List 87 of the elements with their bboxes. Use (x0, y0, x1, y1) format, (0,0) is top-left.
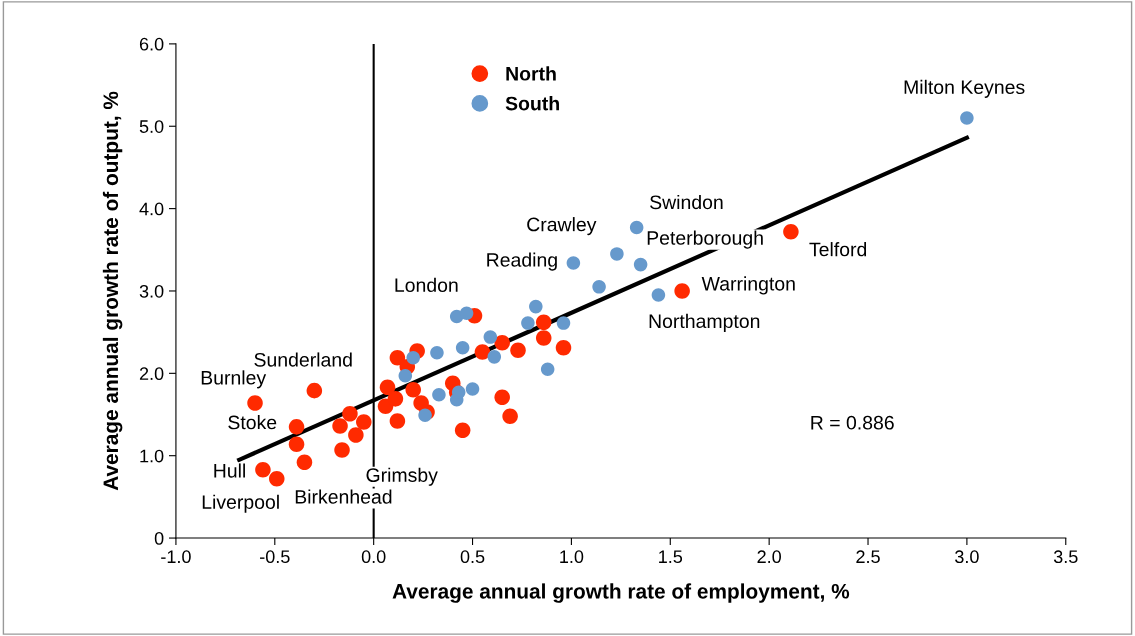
point (474, 344, 491, 360)
point (459, 306, 474, 320)
y-axis-title: Average annual growth rate of output, % (102, 91, 123, 491)
point (379, 379, 396, 396)
y-tick-label: 4.0 (139, 202, 164, 216)
point (487, 350, 502, 364)
point (398, 369, 413, 383)
point (430, 345, 444, 360)
x-tick-label: -1.0 (161, 550, 191, 564)
y-tick-label: 1.0 (140, 449, 164, 463)
annotation: Northampton (649, 313, 760, 332)
y-tick-label: 2.0 (139, 367, 164, 381)
point (540, 362, 555, 376)
annotation: Birkenhead (295, 489, 392, 504)
annotation: Telford (809, 242, 867, 257)
point (288, 419, 305, 435)
point (288, 436, 305, 452)
point (502, 408, 518, 424)
point (592, 280, 606, 294)
point (535, 330, 552, 346)
point (465, 382, 480, 396)
annotation: Warrington (701, 276, 795, 295)
annotation: London (395, 277, 458, 293)
point (783, 223, 799, 240)
x-tick-label: -0.5 (260, 550, 290, 564)
point (296, 454, 313, 471)
point (247, 395, 263, 411)
x-tick-label: 0.0 (361, 550, 386, 564)
x-tick-label: 3.0 (955, 550, 979, 564)
x-axis-title: Average annual growth rate of employment, % (392, 583, 850, 603)
point (356, 414, 372, 430)
x-tick-label: 1.5 (659, 550, 683, 564)
point (566, 256, 581, 270)
point (521, 316, 535, 330)
annotation: Grimsby (366, 467, 438, 486)
point (405, 382, 421, 398)
legend-label: South (505, 96, 559, 111)
point (387, 391, 404, 407)
y-tick-label: 6.0 (139, 37, 164, 51)
annotation: Crawley (527, 217, 597, 236)
point (332, 418, 348, 434)
annotation: Burnley (201, 370, 267, 389)
annotation: Sunderland (254, 352, 352, 367)
annotation: Liverpool (202, 494, 279, 513)
point (406, 350, 420, 365)
y-tick-label: 0 (154, 531, 164, 545)
point (269, 470, 285, 487)
point (510, 342, 526, 359)
y-tick-label: 3.0 (139, 284, 164, 298)
point (348, 427, 364, 443)
x-tick-label: 3.5 (1053, 550, 1078, 564)
point (535, 314, 552, 331)
annotation: Peterborough (647, 230, 763, 249)
point (454, 422, 471, 438)
point (389, 413, 406, 429)
point (651, 288, 666, 302)
annotation: Hull (214, 463, 245, 478)
point (455, 341, 470, 355)
point (610, 247, 624, 261)
point (255, 461, 271, 478)
x-tick-label: 2.0 (757, 550, 781, 564)
point (674, 283, 690, 299)
annotation: Swindon (650, 194, 723, 210)
point (306, 382, 323, 399)
point (960, 111, 974, 125)
annotation: R = 0.886 (811, 415, 894, 430)
point (418, 408, 432, 423)
annotation: Reading (487, 252, 557, 271)
x-tick-label: 1.0 (560, 550, 584, 564)
point (483, 330, 498, 344)
point (633, 257, 648, 272)
point (342, 405, 358, 422)
point (629, 220, 644, 235)
point (555, 340, 572, 356)
legend-label: North (506, 66, 556, 81)
point (389, 349, 406, 366)
annotation: Milton Keynes (904, 79, 1025, 98)
point (432, 387, 446, 402)
x-tick-label: 2.5 (856, 550, 880, 564)
y-tick-label: 5.0 (139, 120, 164, 133)
point (494, 335, 510, 351)
x-tick-label: 0.5 (460, 550, 485, 564)
annotation: Stoke (228, 415, 277, 430)
point (556, 316, 571, 330)
point (529, 299, 543, 314)
point (334, 442, 350, 458)
point (494, 389, 510, 405)
